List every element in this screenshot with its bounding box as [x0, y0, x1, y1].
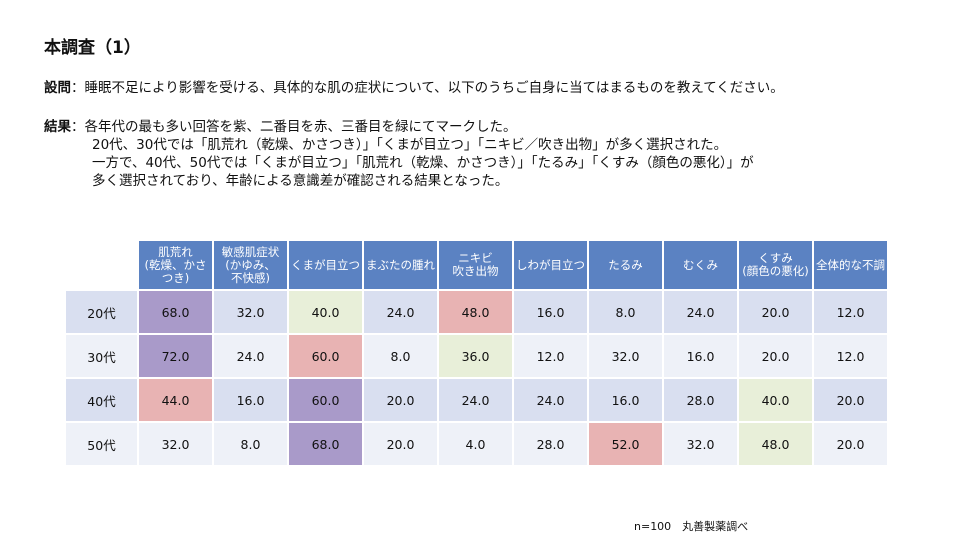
- table-cell: 8.0: [589, 291, 662, 333]
- table-cell: 16.0: [514, 291, 587, 333]
- row-label: 40代: [66, 379, 137, 421]
- column-header: むくみ: [664, 241, 737, 289]
- results-text-2: 一方で、40代、50代では「くまが目立つ」「肌荒れ（乾燥、かさつき）」「たるみ」…: [92, 155, 754, 171]
- table-cell: 32.0: [664, 423, 737, 465]
- results-line: 多く選択されており、年齢による意識差が確認される結果となった。: [44, 172, 754, 190]
- results-table: 肌荒れ (乾燥、かさ つき) 敏感肌症状 (かゆみ、 不快感) くまが目立つ まぶたの…: [64, 239, 889, 467]
- table-cell: 44.0: [139, 379, 212, 421]
- results-label: 結果: [44, 119, 71, 135]
- column-header: ニキビ 吹き出物: [439, 241, 512, 289]
- table-cell: 24.0: [664, 291, 737, 333]
- table-cell: 24.0: [439, 379, 512, 421]
- table-cell: 40.0: [289, 291, 362, 333]
- column-header: しわが目立つ: [514, 241, 587, 289]
- table-cell: 48.0: [739, 423, 812, 465]
- table-corner: [66, 241, 137, 289]
- table-cell: 40.0: [739, 379, 812, 421]
- table-cell: 68.0: [289, 423, 362, 465]
- row-label: 50代: [66, 423, 137, 465]
- table-cell: 16.0: [214, 379, 287, 421]
- results-line: 結果 ：各年代の最も多い回答を紫、二番目を赤、三番目を緑にてマークした。: [44, 118, 754, 136]
- table-cell: 16.0: [589, 379, 662, 421]
- table-cell: 20.0: [739, 291, 812, 333]
- table-cell: 60.0: [289, 335, 362, 377]
- table-cell: 72.0: [139, 335, 212, 377]
- table-cell: 24.0: [364, 291, 437, 333]
- results-line: 20代、30代では「肌荒れ（乾燥、かさつき）」「くまが目立つ」「ニキビ／吹き出物…: [44, 136, 754, 154]
- table-cell: 32.0: [139, 423, 212, 465]
- column-header: 全体的な不調: [814, 241, 887, 289]
- results-line: 一方で、40代、50代では「くまが目立つ」「肌荒れ（乾燥、かさつき）」「たるみ」…: [44, 154, 754, 172]
- table-cell: 12.0: [514, 335, 587, 377]
- column-header: たるみ: [589, 241, 662, 289]
- table-cell: 20.0: [739, 335, 812, 377]
- question-label: 設問: [44, 80, 71, 96]
- table-cell: 52.0: [589, 423, 662, 465]
- table-cell: 8.0: [364, 335, 437, 377]
- table-row: 50代 32.0 8.0 68.0 20.0 4.0 28.0 52.0 32.0 48.0 20.…: [66, 423, 887, 465]
- table-cell: 8.0: [214, 423, 287, 465]
- table-cell: 16.0: [664, 335, 737, 377]
- table-row: 40代 44.0 16.0 60.0 20.0 24.0 24.0 16.0 28.0 40.0 2…: [66, 379, 887, 421]
- table-cell: 20.0: [364, 423, 437, 465]
- results-text-3: 多く選択されており、年齢による意識差が確認される結果となった。: [92, 173, 509, 189]
- column-header: まぶたの腫れ: [364, 241, 437, 289]
- table-cell: 32.0: [214, 291, 287, 333]
- table-cell: 28.0: [664, 379, 737, 421]
- table-row: 20代 68.0 32.0 40.0 24.0 48.0 16.0 8.0 24.0 20.0 12…: [66, 291, 887, 333]
- row-label: 30代: [66, 335, 137, 377]
- table-cell: 60.0: [289, 379, 362, 421]
- page-title: 本調査（1）: [44, 38, 141, 58]
- source-note: n=100 丸善製薬調べ: [634, 520, 749, 533]
- table-cell: 32.0: [589, 335, 662, 377]
- results-text-0: ：各年代の最も多い回答を紫、二番目を赤、三番目を緑にてマークした。: [71, 119, 517, 135]
- column-header: 肌荒れ (乾燥、かさ つき): [139, 241, 212, 289]
- table-cell: 12.0: [814, 291, 887, 333]
- table-cell: 48.0: [439, 291, 512, 333]
- table-cell: 24.0: [514, 379, 587, 421]
- table-cell: 20.0: [814, 379, 887, 421]
- question-line: 設問：睡眠不足により影響を受ける、具体的な肌の症状について、以下のうちご自身に当…: [44, 76, 784, 96]
- table-cell: 4.0: [439, 423, 512, 465]
- column-header: 敏感肌症状 (かゆみ、 不快感): [214, 241, 287, 289]
- results-text-1: 20代、30代では「肌荒れ（乾燥、かさつき）」「くまが目立つ」「ニキビ／吹き出物…: [92, 137, 728, 153]
- row-label: 20代: [66, 291, 137, 333]
- column-header: くすみ (顔色の悪化): [739, 241, 812, 289]
- table-cell: 36.0: [439, 335, 512, 377]
- table-cell: 24.0: [214, 335, 287, 377]
- table-cell: 12.0: [814, 335, 887, 377]
- table-cell: 28.0: [514, 423, 587, 465]
- table-cell: 20.0: [364, 379, 437, 421]
- results-block: 結果 ：各年代の最も多い回答を紫、二番目を赤、三番目を緑にてマークした。 20代、…: [44, 118, 754, 190]
- table-cell: 68.0: [139, 291, 212, 333]
- table-row: 30代 72.0 24.0 60.0 8.0 36.0 12.0 32.0 16.0 20.0 12…: [66, 335, 887, 377]
- column-header: くまが目立つ: [289, 241, 362, 289]
- table-cell: 20.0: [814, 423, 887, 465]
- question-text: ：睡眠不足により影響を受ける、具体的な肌の症状について、以下のうちご自身に当ては…: [71, 80, 784, 96]
